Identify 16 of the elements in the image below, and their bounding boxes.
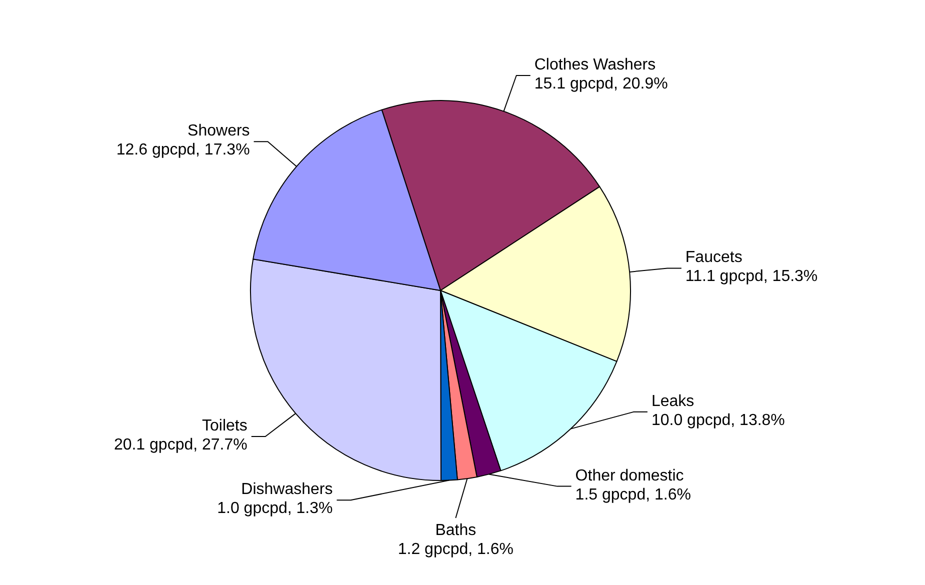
- data-label: 15.1 gpcpd, 20.9%: [534, 75, 668, 92]
- data-label: 10.0 gpcpd, 13.8%: [651, 412, 785, 429]
- data-label: 1.2 gpcpd, 1.6%: [398, 540, 514, 558]
- slice-label: Faucets: [685, 249, 742, 266]
- slice-label: Clothes Washers: [534, 56, 656, 74]
- slice-label: Toilets: [202, 418, 248, 434]
- slice-label: Leaks: [651, 392, 694, 410]
- data-label: 1.5 gpcpd, 1.6%: [575, 486, 691, 504]
- slice-label: Baths: [435, 522, 476, 539]
- data-label: 20.1 gpcpd, 27.7%: [114, 436, 248, 454]
- slice-label: Dishwashers: [241, 481, 333, 498]
- data-label: 1.0 gpcpd, 1.3%: [217, 500, 333, 518]
- data-label: 11.1 gpcpd, 15.3%: [685, 268, 818, 286]
- slice-label: Showers: [188, 122, 250, 140]
- slice-label: Other domestic: [575, 467, 684, 484]
- data-label: 12.6 gpcpd, 17.3%: [116, 142, 250, 159]
